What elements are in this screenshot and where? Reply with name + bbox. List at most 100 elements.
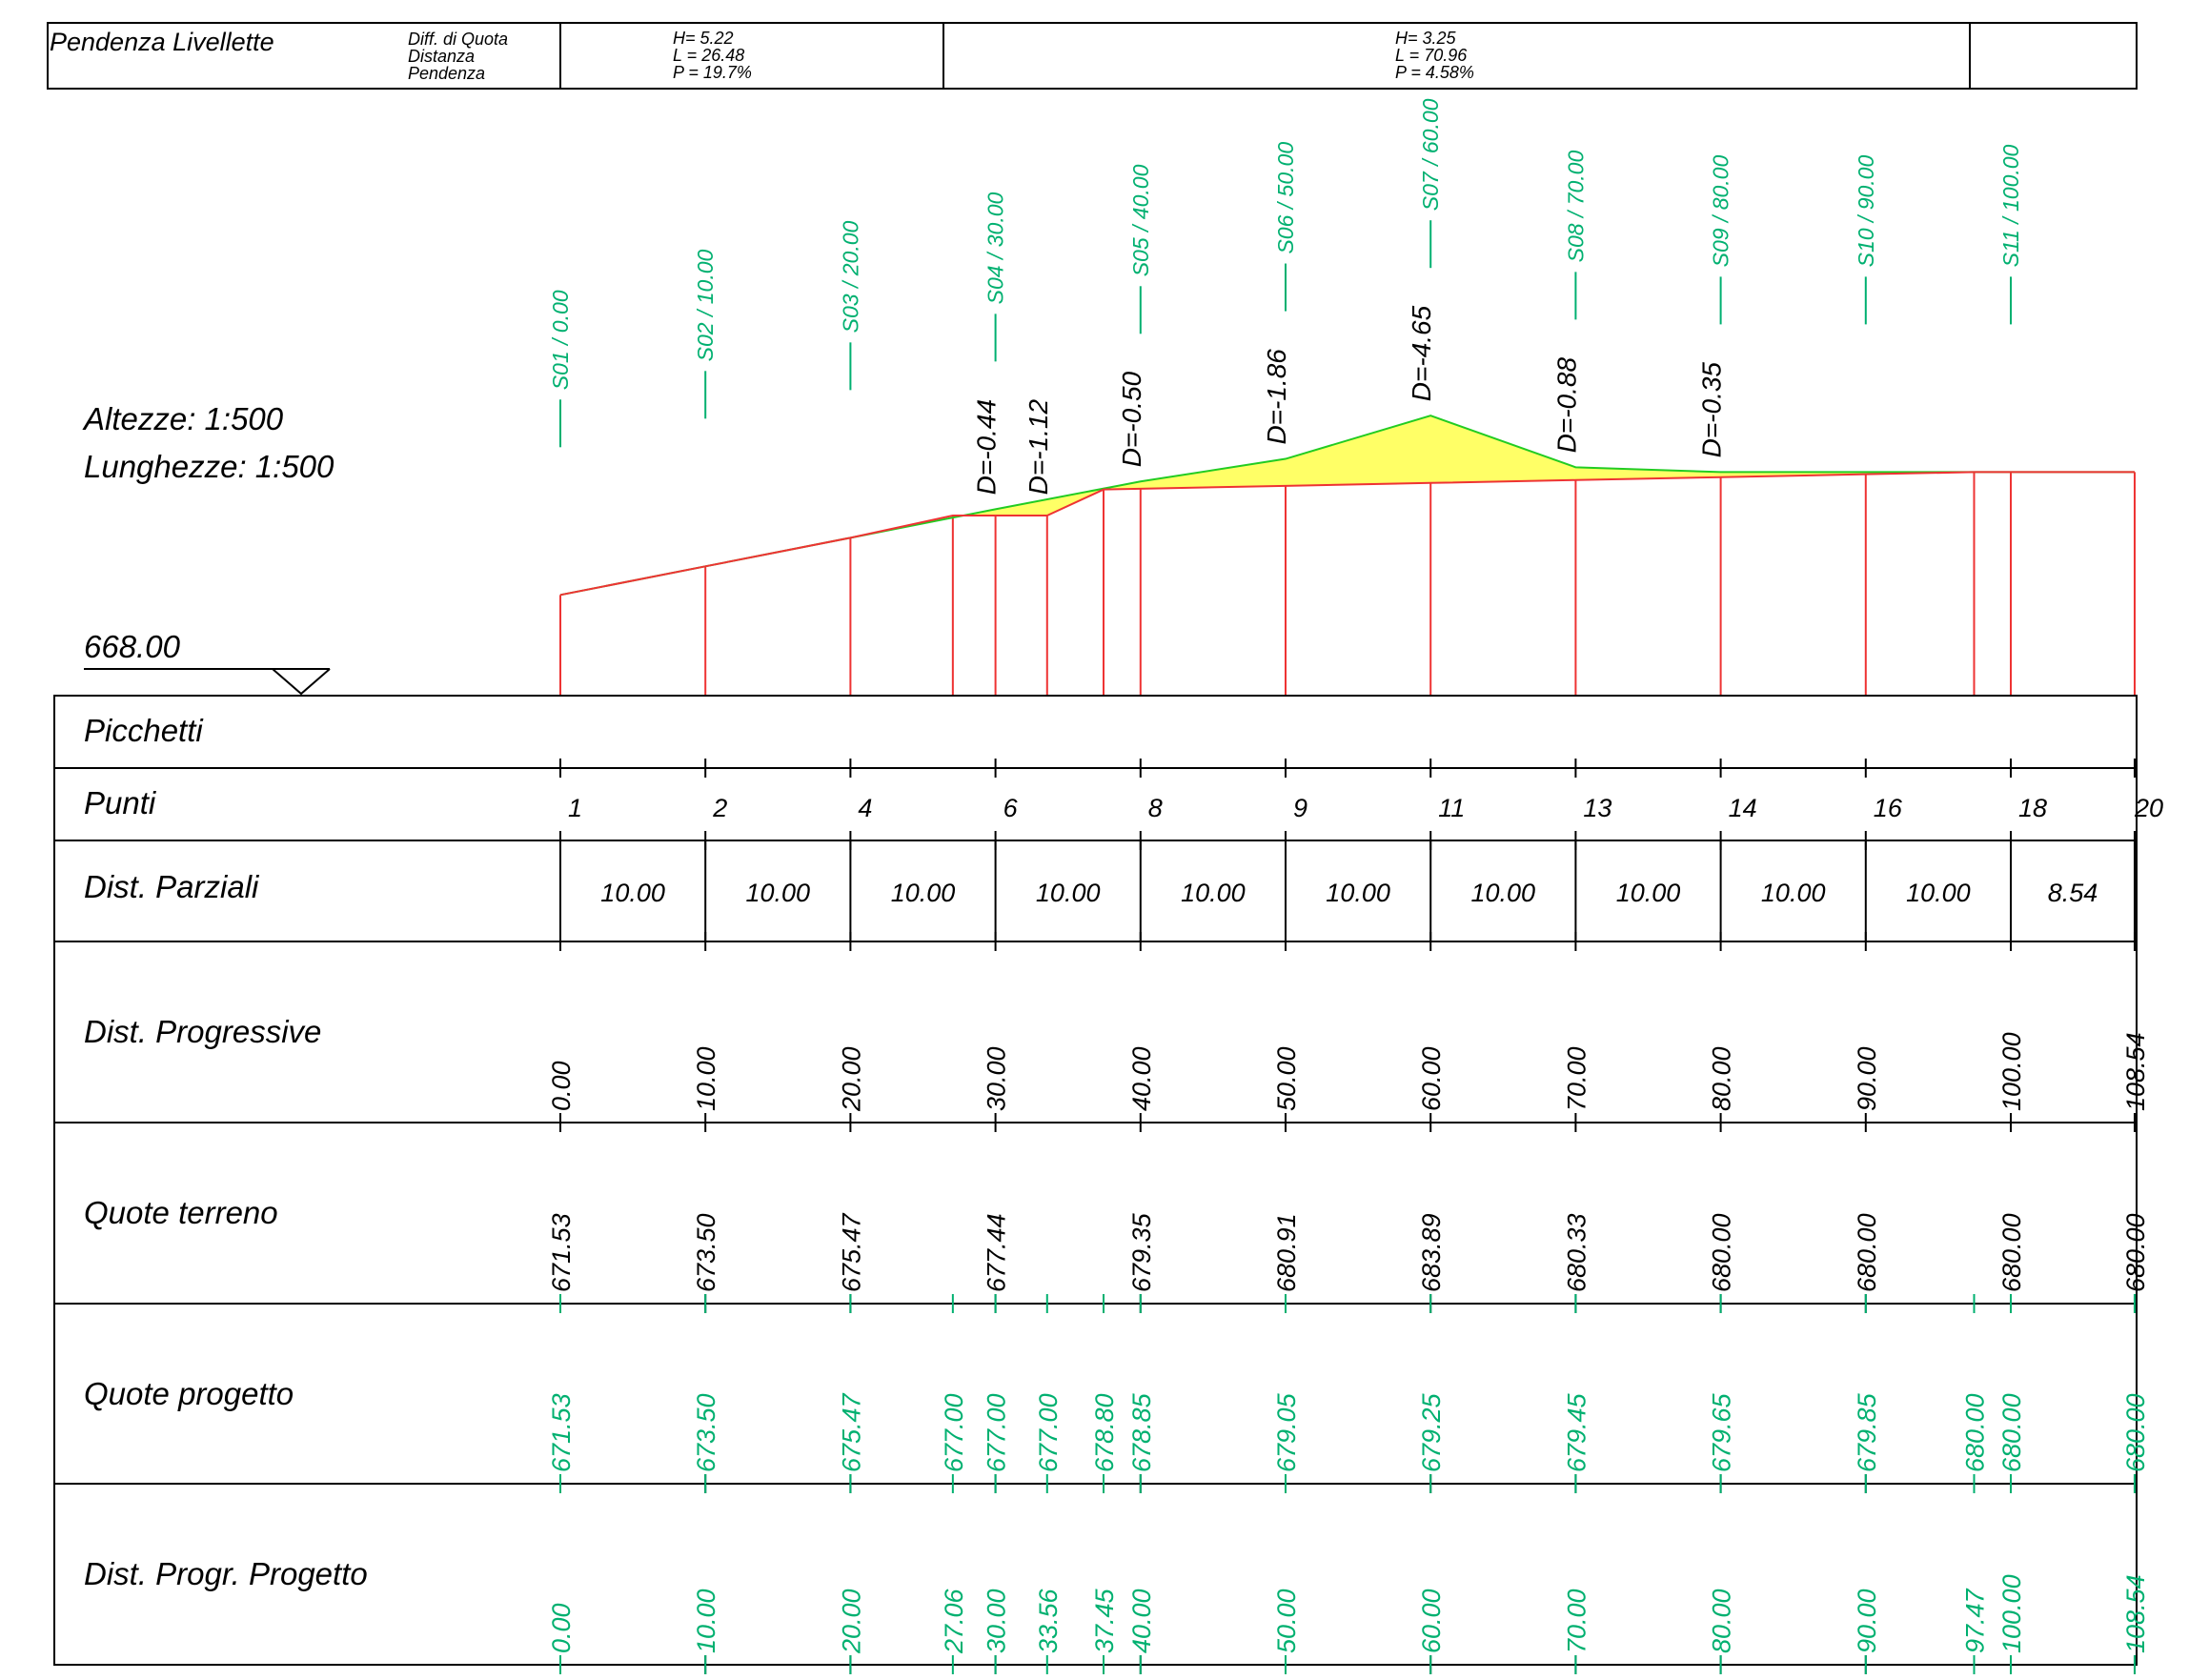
station-verticals: [559, 472, 2136, 697]
difference-label: D=-0.88: [1551, 357, 1581, 454]
terrain-elevation: 677.44: [983, 1213, 1011, 1292]
project-progressive-distance: 37.45: [1090, 1588, 1119, 1653]
cut-fill-area: [952, 415, 2135, 518]
segment-2-slope: P = 4.58%: [1395, 63, 1474, 82]
progressive-distance: 10.00: [692, 1046, 720, 1111]
project-progressive-distance: 100.00: [1997, 1574, 2026, 1653]
row-label-dist-progressive: Dist. Progressive: [84, 1014, 321, 1049]
terrain-elevation: 680.33: [1562, 1213, 1591, 1292]
project-progressive-distance: 20.00: [837, 1589, 865, 1654]
segment-2-length: L = 70.96: [1395, 46, 1468, 65]
segment-1-slope: P = 19.7%: [673, 63, 752, 82]
project-elevation: 675.47: [837, 1392, 865, 1472]
partial-distance: 8.54: [2048, 879, 2098, 907]
legend-pendenza: Pendenza: [408, 64, 485, 83]
scale-heights: Altezze: 1:500: [82, 401, 284, 436]
project-progressive-distance: 108.54: [2121, 1574, 2150, 1653]
difference-labels: D=-0.44 D=-1.12 D=-0.50 D=-1.86 D=-4.65 D=-0.…: [972, 305, 1727, 495]
partial-distance: 10.00: [1761, 879, 1826, 907]
section-label: S10 / 90.00: [1854, 155, 1878, 268]
progressive-distance: 108.54: [2121, 1032, 2150, 1111]
partial-distance: 10.00: [1616, 879, 1681, 907]
datum-elevation: 668.00: [84, 629, 181, 664]
section-label: S03 / 20.00: [838, 220, 862, 333]
project-progressive-distance: 40.00: [1127, 1589, 1156, 1653]
row-label-dist-parziali: Dist. Parziali: [84, 869, 260, 904]
section-label: S08 / 70.00: [1563, 151, 1588, 263]
point-number: 6: [1003, 794, 1019, 822]
scale-lengths: Lunghezze: 1:500: [84, 449, 334, 484]
project-elevation: 678.85: [1127, 1392, 1156, 1472]
point-number: 16: [1874, 794, 1903, 822]
section-label: S07 / 60.00: [1418, 98, 1443, 211]
progressive-distance: 40.00: [1127, 1046, 1156, 1111]
partial-distance: 10.00: [1471, 879, 1536, 907]
row-label-dist-progr-progetto: Dist. Progr. Progetto: [84, 1556, 368, 1591]
project-line: [559, 471, 2135, 597]
terrain-elevation: 680.91: [1272, 1213, 1301, 1292]
datum-marker: 668.00: [84, 629, 331, 696]
progressive-distance: 50.00: [1272, 1046, 1301, 1111]
partial-distance: 10.00: [600, 879, 665, 907]
point-number: 8: [1148, 794, 1163, 822]
cut-area: [952, 415, 2135, 518]
table-frame: [53, 695, 2138, 1666]
progressive-distance: 80.00: [1708, 1046, 1736, 1111]
data-table: Picchetti Punti Dist. Parziali Dist. Pro…: [53, 695, 2138, 1666]
partial-distance: 10.00: [746, 879, 811, 907]
segment-1-length: L = 26.48: [673, 46, 744, 65]
legend-quota: Diff. di Quota: [408, 30, 508, 49]
difference-label: D=-0.44: [972, 399, 1002, 495]
difference-label: D=-4.65: [1407, 305, 1436, 401]
row-label-picchetti: Picchetti: [84, 713, 204, 748]
progressive-distance: 30.00: [983, 1046, 1011, 1111]
segment-2-height: H= 3.25: [1395, 29, 1457, 48]
point-number: 4: [858, 794, 872, 822]
row-label-punti: Punti: [84, 785, 157, 820]
point-number: 14: [1729, 794, 1757, 822]
progressive-distance: 0.00: [547, 1061, 576, 1111]
terrain-elevation: 679.35: [1127, 1212, 1156, 1292]
partial-distance: 10.00: [1036, 879, 1101, 907]
terrain-elevation: 671.53: [547, 1213, 576, 1292]
partial-distance: 10.00: [1326, 879, 1390, 907]
terrain-elevation: 683.89: [1417, 1213, 1446, 1292]
section-label: S11 / 100.00: [1998, 144, 2023, 267]
progressive-distance: 70.00: [1562, 1046, 1591, 1111]
section-label: S09 / 80.00: [1709, 155, 1733, 268]
project-progressive-distance: 70.00: [1562, 1589, 1591, 1653]
point-number: 13: [1583, 794, 1611, 822]
terrain-elevation: 680.00: [2121, 1213, 2150, 1292]
point-number: 18: [2018, 794, 2047, 822]
project-elevation: 677.00: [1034, 1393, 1063, 1472]
project-elevation: 673.50: [692, 1393, 720, 1472]
legend-distanza: Distanza: [408, 47, 475, 66]
profile-lines: [559, 415, 2135, 597]
project-progressive-distance: 60.00: [1417, 1589, 1446, 1653]
project-progressive-distance: 50.00: [1272, 1589, 1301, 1653]
terrain-elevation: 680.00: [1853, 1213, 1881, 1292]
project-elevation: 679.05: [1272, 1392, 1301, 1472]
section-labels: S01 / 0.00 S02 / 10.00 S03 / 20.00 S04 / 30…: [548, 98, 2023, 448]
project-elevation: 679.25: [1417, 1392, 1446, 1472]
progressive-distance: 100.00: [1997, 1032, 2026, 1111]
point-number: 20: [2134, 794, 2163, 822]
project-elevation: 679.65: [1708, 1392, 1736, 1472]
difference-label: D=-1.86: [1262, 349, 1291, 445]
partial-distance: 10.00: [891, 879, 956, 907]
project-elevation: 679.85: [1853, 1392, 1881, 1472]
project-elevation: 680.00: [1960, 1393, 1989, 1472]
project-progressive-distance: 80.00: [1708, 1589, 1736, 1653]
project-elevation: 677.00: [940, 1393, 968, 1472]
datum-triangle-icon: [272, 668, 331, 696]
terrain-elevation: 673.50: [692, 1213, 720, 1292]
row-label-quote-terreno: Quote terreno: [84, 1195, 278, 1230]
project-elevation: 680.00: [1997, 1393, 2026, 1472]
project-progressive-distance: 30.00: [983, 1589, 1011, 1653]
difference-label: D=-1.12: [1024, 399, 1053, 496]
terrain-elevation: 680.00: [1997, 1213, 2026, 1292]
project-elevation: 677.00: [983, 1393, 1011, 1472]
difference-label: D=-0.35: [1697, 362, 1727, 458]
project-elevation: 671.53: [547, 1393, 576, 1472]
project-progressive-distance: 0.00: [547, 1603, 576, 1653]
